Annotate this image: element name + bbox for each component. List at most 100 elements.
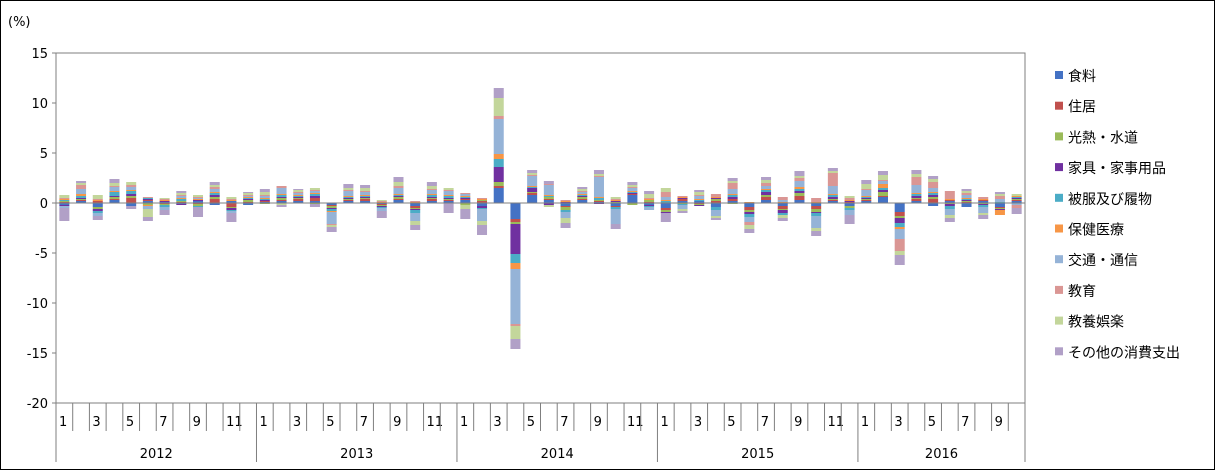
bar-segment bbox=[543, 181, 554, 184]
bar-segment bbox=[209, 193, 220, 195]
bar-segment bbox=[393, 194, 404, 195]
bar-segment bbox=[426, 182, 437, 186]
bar-segment bbox=[560, 207, 571, 210]
bar-segment bbox=[593, 170, 604, 174]
bar-segment bbox=[460, 193, 471, 194]
bar-segment bbox=[894, 223, 905, 227]
bar-segment bbox=[393, 188, 404, 194]
bar-segment bbox=[961, 198, 972, 199]
bar-segment bbox=[360, 199, 371, 201]
bar-segment bbox=[493, 98, 504, 116]
bar-segment bbox=[811, 216, 822, 228]
bar-segment bbox=[209, 187, 220, 189]
bar-segment bbox=[994, 207, 1005, 208]
bar-segment bbox=[944, 215, 955, 218]
bar-segment bbox=[644, 205, 655, 206]
bar-segment bbox=[644, 199, 655, 200]
bar-segment bbox=[460, 200, 471, 203]
bar-segment bbox=[527, 186, 538, 187]
bar-segment bbox=[109, 179, 120, 183]
bar-segment bbox=[309, 204, 320, 207]
bar-segment bbox=[978, 199, 989, 200]
bar-segment bbox=[226, 201, 237, 203]
bar-segment bbox=[894, 229, 905, 239]
bar-segment bbox=[844, 203, 855, 206]
bar-segment bbox=[276, 200, 287, 201]
bar-segment bbox=[193, 204, 204, 206]
bar-segment bbox=[1011, 197, 1022, 198]
bar-segment bbox=[376, 211, 387, 218]
bar-segment bbox=[159, 201, 170, 202]
bar-segment bbox=[460, 194, 471, 196]
bar-segment bbox=[994, 209, 1005, 210]
bar-segment bbox=[527, 170, 538, 173]
bar-segment bbox=[928, 199, 939, 203]
bar-segment bbox=[109, 200, 120, 203]
x-month-label: 3 bbox=[493, 415, 501, 430]
bar-segment bbox=[109, 186, 120, 187]
bar-segment bbox=[159, 205, 170, 207]
legend-label: 住居 bbox=[1068, 100, 1096, 116]
bar-segment bbox=[610, 224, 621, 229]
bar-segment bbox=[426, 198, 437, 199]
bar-segment bbox=[844, 215, 855, 224]
bar-segment bbox=[811, 209, 822, 212]
bar-segment bbox=[193, 199, 204, 200]
bar-segment bbox=[109, 196, 120, 197]
bar-segment bbox=[811, 206, 822, 209]
bar-segment bbox=[159, 210, 170, 215]
bar-segment bbox=[209, 189, 220, 192]
bar-segment bbox=[978, 200, 989, 201]
legend-label: 被服及び履物 bbox=[1068, 192, 1152, 208]
bar-segment bbox=[660, 188, 671, 192]
bar-segment bbox=[109, 187, 120, 191]
legend-swatch bbox=[1055, 101, 1063, 110]
legend-swatch bbox=[1055, 347, 1063, 356]
bar-segment bbox=[944, 200, 955, 201]
bar-segment bbox=[92, 200, 103, 201]
legend-label: 教育 bbox=[1068, 284, 1096, 300]
bar-segment bbox=[593, 197, 604, 198]
x-month-label: 9 bbox=[594, 415, 602, 430]
bar-segment bbox=[360, 185, 371, 188]
bar-segment bbox=[126, 198, 137, 203]
bar-segment bbox=[460, 197, 471, 198]
bar-segment bbox=[460, 196, 471, 197]
bar-segment bbox=[443, 199, 454, 200]
bar-segment bbox=[243, 197, 254, 198]
x-month-label: 7 bbox=[159, 415, 167, 430]
bar-segment bbox=[460, 203, 471, 205]
bar-segment bbox=[944, 204, 955, 206]
bar-segment bbox=[861, 189, 872, 190]
bar-segment bbox=[376, 208, 387, 211]
bar-segment bbox=[326, 206, 337, 208]
bar-segment bbox=[226, 199, 237, 200]
bar-segment bbox=[593, 174, 604, 176]
x-month-label: 9 bbox=[393, 415, 401, 430]
bar-segment bbox=[911, 201, 922, 203]
bar-segment bbox=[560, 212, 571, 218]
x-month-label: 7 bbox=[360, 415, 368, 430]
bar-segment bbox=[76, 201, 87, 203]
bar-segment bbox=[694, 204, 705, 205]
bar-segment bbox=[794, 176, 805, 178]
bar-segment bbox=[326, 208, 337, 209]
bar-segment bbox=[911, 196, 922, 198]
x-year-label: 2014 bbox=[541, 447, 574, 462]
y-tick-label: 15 bbox=[31, 47, 48, 62]
bar-segment bbox=[410, 208, 421, 209]
bar-segment bbox=[961, 201, 972, 202]
bar-segment bbox=[928, 193, 939, 195]
bar-segment bbox=[276, 188, 287, 194]
bar-segment bbox=[827, 173, 838, 186]
bar-segment bbox=[376, 205, 387, 206]
bar-segment bbox=[309, 191, 320, 193]
bar-segment bbox=[1011, 198, 1022, 199]
bar-segment bbox=[527, 175, 538, 176]
x-month-label: 11 bbox=[828, 415, 845, 430]
bar-segment bbox=[142, 198, 153, 199]
bar-segment bbox=[76, 194, 87, 196]
bar-segment bbox=[694, 199, 705, 200]
bar-segment bbox=[126, 196, 137, 198]
bar-segment bbox=[493, 167, 504, 182]
